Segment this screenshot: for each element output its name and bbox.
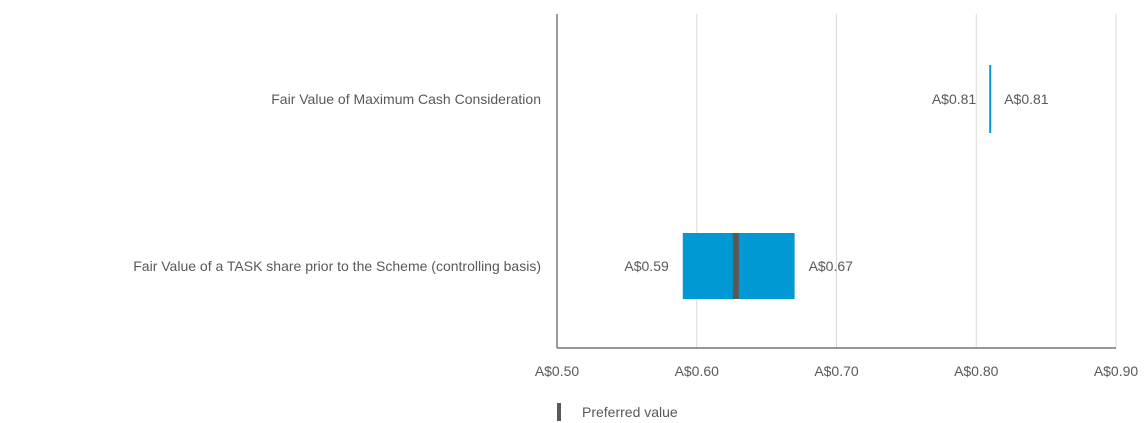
x-tick-label: A$0.90 [1094,363,1139,379]
high-value-label: A$0.67 [809,258,854,274]
legend-label: Preferred value [582,404,678,420]
preferred-value-marker [732,233,739,299]
x-tick-label: A$0.50 [535,363,580,379]
legend-preferred-marker [557,403,561,421]
low-value-label: A$0.81 [932,91,977,107]
high-value-label: A$0.81 [1004,91,1049,107]
x-tick-label: A$0.60 [675,363,720,379]
category-label: Fair Value of Maximum Cash Consideration [271,91,541,107]
x-tick-label: A$0.80 [954,363,999,379]
x-tick-label: A$0.70 [814,363,859,379]
low-value-label: A$0.59 [624,258,669,274]
category-label: Fair Value of a TASK share prior to the … [133,258,541,274]
